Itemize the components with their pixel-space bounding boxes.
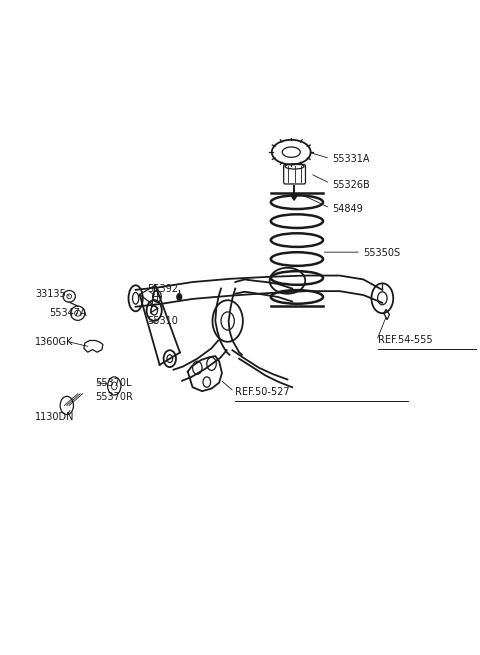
Circle shape [177,293,181,300]
Text: 55392: 55392 [147,284,179,293]
Text: 55326B: 55326B [333,179,370,189]
Polygon shape [291,195,298,200]
Text: REF.54-555: REF.54-555 [378,335,432,345]
Text: 1130DN: 1130DN [35,412,74,422]
Text: 55331A: 55331A [333,154,370,164]
Text: 55370R: 55370R [96,392,133,402]
Text: 1360GK: 1360GK [35,337,73,346]
Text: 55310: 55310 [147,316,179,326]
Text: 54849: 54849 [333,204,363,214]
Text: 55347A: 55347A [49,309,87,318]
Text: 55370L: 55370L [96,378,132,388]
Text: 55350S: 55350S [363,248,400,258]
Text: REF.50-527: REF.50-527 [235,388,290,398]
Text: 33135: 33135 [35,289,66,299]
